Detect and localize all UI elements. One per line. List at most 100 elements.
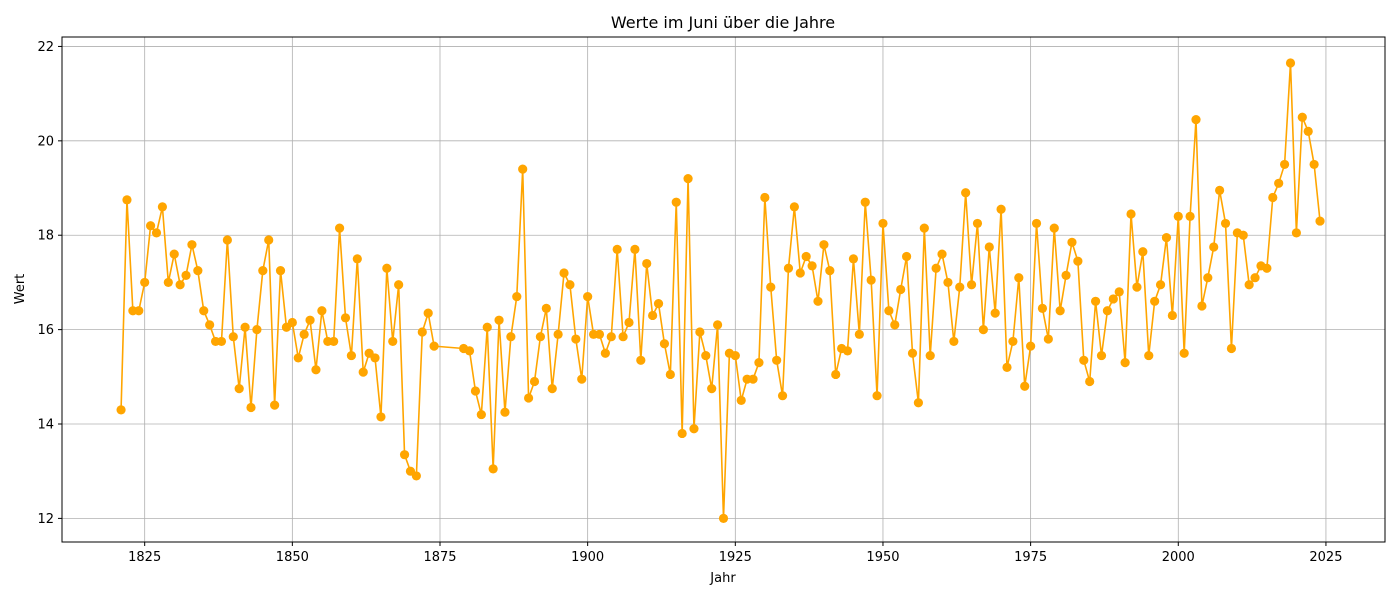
y-axis-ticks: 12 14 16 18 20 22 xyxy=(37,40,62,527)
data-point xyxy=(417,327,427,337)
data-point xyxy=(783,263,794,273)
data-point xyxy=(1108,294,1118,304)
data-point xyxy=(1014,273,1024,283)
data-point xyxy=(1020,381,1030,391)
data-point xyxy=(636,355,646,365)
data-point xyxy=(1150,296,1160,306)
data-point xyxy=(1226,343,1237,354)
data-point xyxy=(394,280,404,290)
data-point xyxy=(1144,350,1154,361)
data-point xyxy=(293,353,303,363)
data-point xyxy=(1209,242,1219,252)
data-point xyxy=(671,197,681,207)
x-tick-label: 1900 xyxy=(571,550,604,565)
y-tick-label: 18 xyxy=(37,229,54,244)
x-axis-ticks: 1825 1850 1875 1900 1925 1950 1975 2000 2025 xyxy=(128,542,1342,565)
data-point xyxy=(352,254,362,264)
data-point xyxy=(1315,216,1325,226)
data-point xyxy=(476,409,486,420)
x-tick-label: 1825 xyxy=(128,550,161,565)
data-point xyxy=(228,332,238,342)
data-point xyxy=(240,322,250,332)
series-line-layer xyxy=(120,62,1321,520)
data-point xyxy=(1055,306,1065,316)
data-point xyxy=(411,471,421,481)
x-tick-label: 1975 xyxy=(1014,550,1047,565)
data-point xyxy=(642,258,652,269)
data-point xyxy=(1191,114,1201,125)
data-point xyxy=(695,327,705,337)
data-point xyxy=(358,367,368,377)
data-point xyxy=(978,325,988,335)
data-point xyxy=(777,391,788,401)
data-point xyxy=(907,348,918,358)
data-point xyxy=(187,240,197,250)
y-tick-label: 22 xyxy=(37,40,54,55)
data-point xyxy=(193,266,203,276)
data-point xyxy=(854,329,864,339)
data-point xyxy=(712,320,723,330)
data-point xyxy=(659,339,670,349)
data-point xyxy=(606,332,616,342)
data-point xyxy=(860,197,870,207)
data-point xyxy=(140,277,150,288)
data-point xyxy=(559,268,569,278)
data-point xyxy=(334,223,345,233)
data-point xyxy=(683,173,693,184)
data-point xyxy=(919,223,929,233)
data-point xyxy=(949,336,959,347)
data-point xyxy=(482,322,492,332)
data-point xyxy=(925,350,935,361)
data-point xyxy=(399,450,410,460)
series-line xyxy=(120,62,1321,520)
data-point xyxy=(518,164,528,174)
data-point xyxy=(370,353,380,363)
data-point xyxy=(701,350,711,361)
data-point xyxy=(718,513,729,524)
y-tick-label: 12 xyxy=(37,512,54,527)
data-point xyxy=(199,306,209,316)
data-point xyxy=(789,202,799,212)
data-point xyxy=(252,325,262,335)
data-point xyxy=(205,320,215,330)
data-point xyxy=(1043,334,1053,344)
data-point xyxy=(346,350,357,361)
data-point xyxy=(1173,211,1183,221)
data-point xyxy=(116,405,126,415)
data-point xyxy=(565,280,575,290)
data-point xyxy=(1096,350,1107,361)
data-point xyxy=(825,266,835,276)
data-point xyxy=(376,412,386,422)
data-point xyxy=(890,320,900,330)
data-point xyxy=(1215,185,1225,195)
data-point xyxy=(317,306,327,316)
data-point xyxy=(1102,306,1113,316)
data-point xyxy=(258,266,268,276)
data-point xyxy=(529,376,540,387)
data-point xyxy=(896,284,906,295)
data-point xyxy=(494,315,504,325)
data-point xyxy=(464,346,475,356)
data-point xyxy=(665,369,675,380)
data-point xyxy=(547,384,557,394)
data-point xyxy=(1291,228,1302,238)
data-point xyxy=(772,355,782,365)
data-point xyxy=(961,188,971,198)
data-point xyxy=(831,369,841,380)
data-point xyxy=(299,329,309,339)
data-point xyxy=(955,282,965,292)
data-point xyxy=(1203,273,1213,283)
x-tick-label: 1875 xyxy=(423,550,456,565)
data-point xyxy=(1085,376,1095,387)
data-point xyxy=(795,268,805,278)
data-point xyxy=(1279,159,1290,170)
data-point xyxy=(175,280,185,290)
data-point xyxy=(707,384,717,394)
data-point xyxy=(423,308,433,318)
data-point xyxy=(1309,159,1319,170)
data-point xyxy=(943,277,953,288)
data-point xyxy=(1049,223,1059,233)
data-point xyxy=(388,336,398,347)
data-point xyxy=(122,195,132,205)
